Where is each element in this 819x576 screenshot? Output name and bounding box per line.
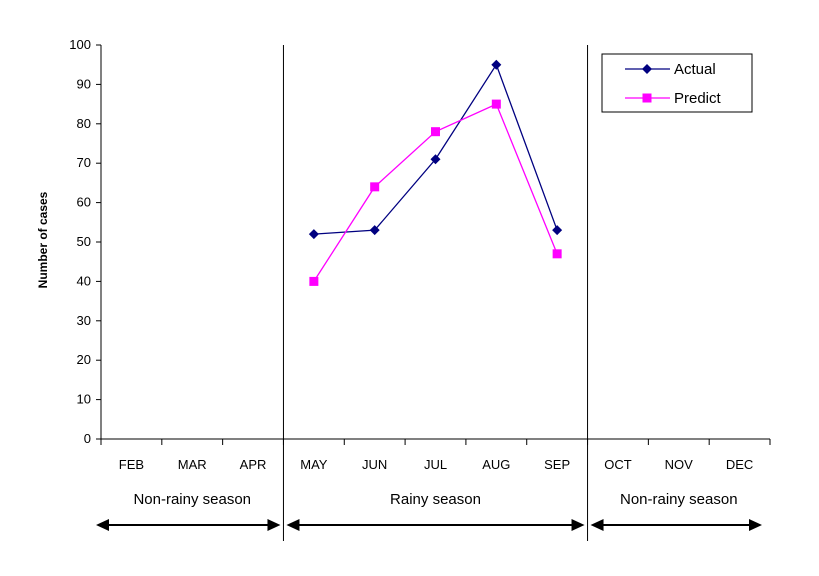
season-label: Non-rainy season xyxy=(620,491,738,508)
data-point-square xyxy=(370,182,380,192)
y-axis-label: Number of cases xyxy=(36,191,50,288)
season-label: Non-rainy season xyxy=(133,491,251,508)
series-predict xyxy=(309,99,562,286)
season-arrow-head-right xyxy=(749,519,762,531)
data-point-square xyxy=(491,99,501,109)
season-arrow-head-left xyxy=(286,519,300,531)
y-tick-label: 40 xyxy=(77,273,91,288)
category-label: JUN xyxy=(362,457,387,472)
category-label: MAR xyxy=(178,457,207,472)
data-point-diamond xyxy=(369,225,380,236)
season-arrow-head-left xyxy=(590,519,604,531)
y-tick-label: 50 xyxy=(77,234,91,249)
season-arrow-head-left xyxy=(96,519,109,531)
data-point-diamond xyxy=(491,59,502,70)
category-label: JUL xyxy=(424,457,447,472)
season-dividers xyxy=(282,45,589,541)
legend-item: Actual xyxy=(625,61,716,78)
season-label: Rainy season xyxy=(390,491,481,508)
data-point-diamond xyxy=(642,64,652,74)
data-point-square xyxy=(552,249,562,259)
data-point-square xyxy=(642,93,652,103)
legend-item: Predict xyxy=(625,90,722,107)
series-layer xyxy=(308,59,563,286)
category-label: DEC xyxy=(726,457,753,472)
y-tick-label: 90 xyxy=(77,76,91,91)
category-label: NOV xyxy=(665,457,694,472)
category-label: APR xyxy=(240,457,267,472)
category-label: MAY xyxy=(300,457,328,472)
season-arrow-head-right xyxy=(267,519,281,531)
legend-label: Predict xyxy=(674,90,722,107)
category-label: FEB xyxy=(119,457,144,472)
legend-box xyxy=(601,53,753,113)
y-tick-label: 80 xyxy=(77,116,91,131)
series-line xyxy=(313,63,558,235)
legend-label: Actual xyxy=(674,61,716,78)
data-point-diamond xyxy=(430,154,441,165)
y-tick-label: 20 xyxy=(77,352,91,367)
y-tick-label: 60 xyxy=(77,195,91,210)
season-arrow-head-right xyxy=(571,519,585,531)
axes: 0 10 20 30 40 50 60 70 80 90 100 xyxy=(69,37,771,446)
data-point-diamond xyxy=(552,225,563,236)
y-tick-label: 70 xyxy=(77,155,91,170)
y-tick-label: 30 xyxy=(77,313,91,328)
category-labels: FEB MAR APR MAY JUN JUL AUG SEP OCT NOV DEC xyxy=(119,457,754,472)
data-point-square xyxy=(309,276,319,286)
category-label: AUG xyxy=(482,457,510,472)
category-label: OCT xyxy=(604,457,632,472)
category-label: SEP xyxy=(544,457,570,472)
y-tick-label: 0 xyxy=(84,431,91,446)
series-actual xyxy=(308,59,563,240)
y-tick-label: 10 xyxy=(77,392,91,407)
data-point-diamond xyxy=(308,229,319,240)
data-point-square xyxy=(431,127,440,137)
y-tick-label: 100 xyxy=(69,37,91,52)
season-annotations: Non-rainy season Rainy season Non-rainy se… xyxy=(96,491,762,531)
legend: Actual Predict xyxy=(601,53,753,113)
